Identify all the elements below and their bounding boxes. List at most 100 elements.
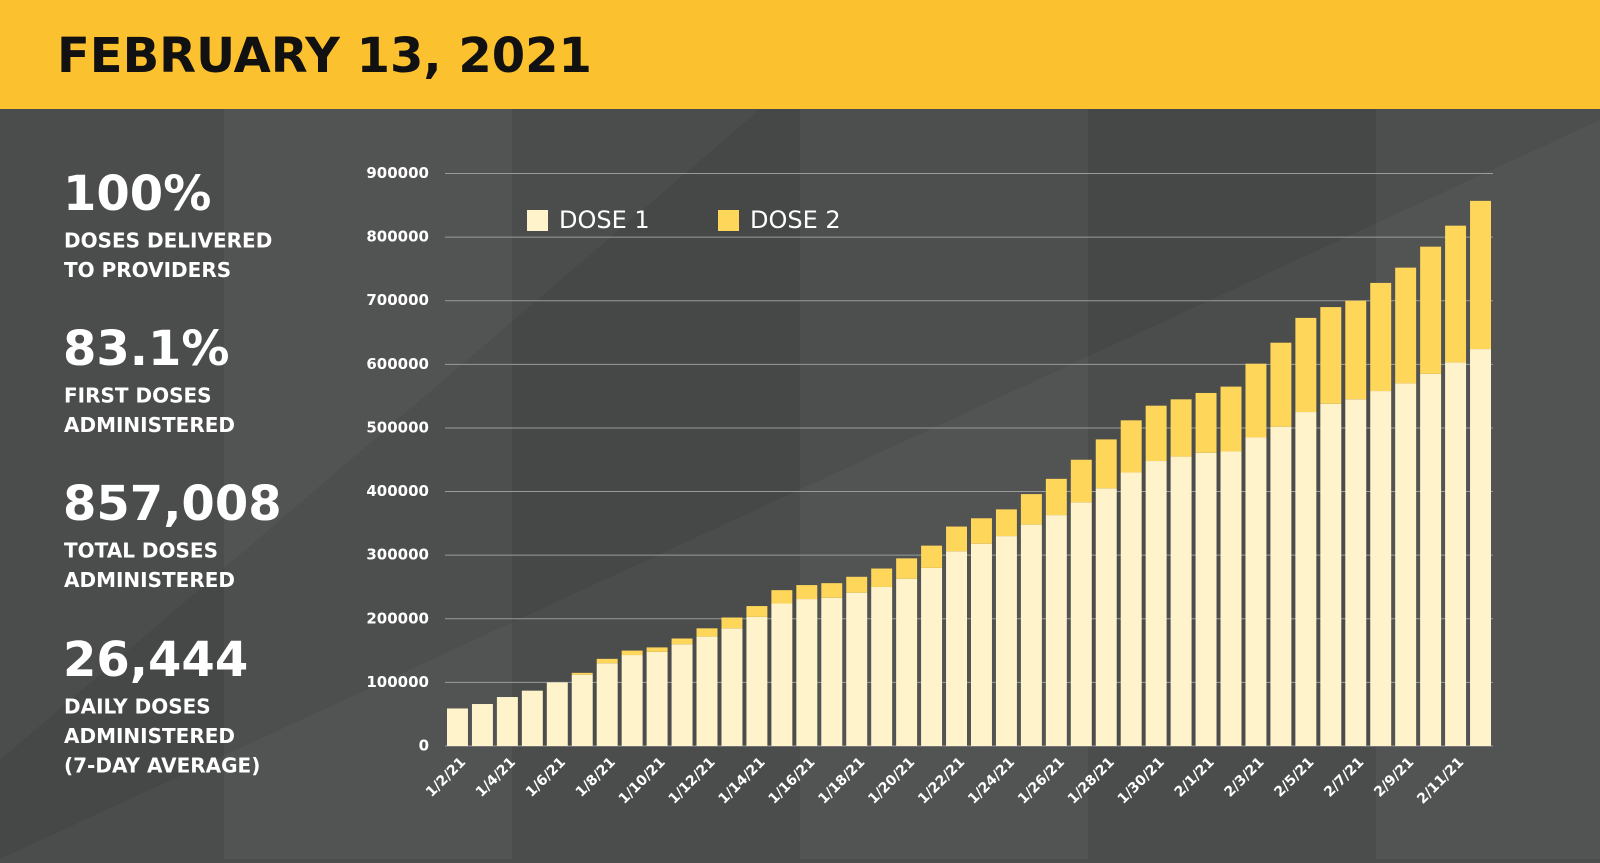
bar-segment: [1345, 300, 1367, 400]
bar-segment: [1420, 246, 1442, 374]
bar-segment: [1295, 412, 1317, 746]
header-band: [0, 0, 1600, 109]
bar-segment: [796, 585, 818, 600]
bar-segment: [1120, 420, 1142, 473]
bar-segment: [1020, 494, 1042, 525]
stat-label: FIRST DOSES: [64, 384, 212, 408]
bar-segment: [1095, 488, 1117, 746]
bar-segment: [1420, 373, 1442, 746]
y-tick-label: 700000: [366, 291, 429, 309]
bar-segment: [521, 690, 543, 746]
y-tick-label: 800000: [366, 228, 429, 246]
bar-segment: [771, 590, 793, 604]
stat-label: (7-DAY AVERAGE): [64, 754, 260, 778]
stat-label: DAILY DOSES: [64, 695, 211, 719]
bar-segment: [821, 583, 843, 598]
bar-segment: [1045, 515, 1067, 746]
bar-segment: [1470, 349, 1492, 746]
bar-segment: [721, 617, 743, 629]
y-tick-label: 400000: [366, 482, 429, 500]
bar-segment: [970, 518, 992, 544]
bar-segment: [995, 536, 1017, 746]
bar-segment: [871, 568, 893, 587]
bar-segment: [646, 647, 668, 652]
bar-segment: [1220, 386, 1242, 452]
bar-segment: [1070, 459, 1092, 503]
y-tick-label: 200000: [366, 609, 429, 627]
bar-segment: [1245, 363, 1267, 438]
bar-segment: [1170, 456, 1192, 746]
bar-segment: [1445, 362, 1467, 746]
y-tick-label: 900000: [366, 164, 429, 182]
bar-segment: [696, 628, 718, 637]
y-tick-label: 600000: [366, 355, 429, 373]
stat-value: 83.1%: [63, 321, 230, 377]
legend-label: DOSE 1: [559, 206, 650, 234]
bar-segment: [1195, 452, 1217, 746]
bar-segment: [571, 672, 593, 675]
stat-label: DOSES DELIVERED: [64, 229, 272, 253]
bar-segment: [746, 606, 768, 617]
bar-segment: [746, 616, 768, 746]
bar-segment: [946, 526, 968, 552]
y-tick-label: 300000: [366, 546, 429, 564]
bar-segment: [995, 509, 1017, 537]
bar-segment: [946, 551, 968, 746]
bar-segment: [821, 597, 843, 746]
bar-segment: [446, 708, 468, 746]
bar-segment: [896, 578, 918, 746]
legend-label: DOSE 2: [750, 206, 841, 234]
stat-label: ADMINISTERED: [64, 568, 235, 592]
y-tick-label: 500000: [366, 418, 429, 436]
bar-segment: [846, 592, 868, 746]
stat-label: ADMINISTERED: [64, 413, 235, 437]
stat-label: ADMINISTERED: [64, 724, 235, 748]
stat-value: 100%: [63, 166, 211, 222]
bar-segment: [1045, 478, 1067, 516]
bar-segment: [1295, 317, 1317, 413]
bar-segment: [496, 697, 518, 746]
bar-segment: [1095, 439, 1117, 489]
bar-segment: [471, 704, 493, 746]
bar-segment: [1145, 461, 1167, 746]
bar-segment: [596, 663, 618, 746]
y-tick-label: 100000: [366, 673, 429, 691]
bar-segment: [621, 650, 643, 656]
bar-segment: [1320, 307, 1342, 404]
bar-segment: [846, 576, 868, 593]
stat-label: TOTAL DOSES: [64, 539, 218, 563]
bar-segment: [1020, 524, 1042, 746]
bar-segment: [1145, 405, 1167, 462]
bar-segment: [721, 628, 743, 746]
bar-segment: [671, 638, 693, 645]
bar-segment: [671, 644, 693, 746]
bar-segment: [896, 558, 918, 579]
bar-segment: [1245, 437, 1267, 746]
stat-value: 857,008: [63, 476, 282, 532]
stat-label: TO PROVIDERS: [64, 258, 231, 282]
bar-segment: [1270, 426, 1292, 746]
bar-segment: [771, 603, 793, 746]
bar-segment: [1195, 392, 1217, 453]
bar-segment: [1320, 403, 1342, 746]
legend-swatch: [527, 210, 548, 231]
y-tick-label: 0: [419, 737, 429, 755]
bar-segment: [621, 655, 643, 746]
bar-segment: [546, 682, 568, 746]
header-title: FEBRUARY 13, 2021: [57, 28, 592, 84]
bar-segment: [1270, 342, 1292, 427]
bar-segment: [871, 586, 893, 746]
stats: 100% DOSES DELIVERED TO PROVIDERS 83.1% FIRS…: [63, 166, 282, 778]
bar-segment: [1120, 472, 1142, 746]
bar-segment: [970, 543, 992, 746]
bar-segment: [1345, 399, 1367, 746]
bar-segment: [921, 567, 943, 746]
bar-segment: [596, 658, 618, 664]
bar-segment: [1220, 451, 1242, 746]
bar-segment: [571, 674, 593, 746]
bar-segment: [1370, 391, 1392, 746]
bar-segment: [796, 599, 818, 746]
bar-segment: [1070, 502, 1092, 746]
